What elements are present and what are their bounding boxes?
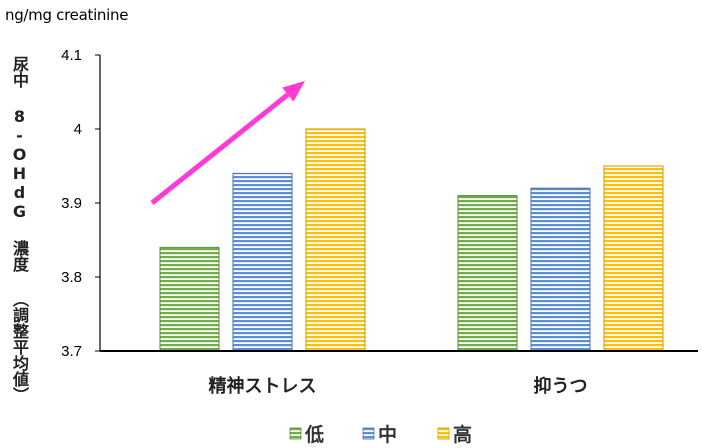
- legend-swatch: [289, 427, 302, 440]
- legend-swatch: [362, 427, 375, 440]
- bar-中-1: [530, 187, 591, 352]
- y-tick-label: 3.9: [61, 195, 82, 212]
- y-tick-label: 4: [74, 121, 82, 138]
- legend-label: 中: [378, 423, 397, 446]
- legend-label: 高: [453, 423, 472, 446]
- axes: 3.7 3.8 3.9 4 4.1 精神ストレス 抑うつ: [61, 47, 587, 397]
- x-tick-label: 抑うつ: [534, 376, 588, 397]
- unit-label: ng/mg creatinine: [5, 6, 129, 24]
- y-axis-label: 尿中 8-OHdG 濃度 （調整平均値）: [10, 56, 29, 403]
- bar-高-0: [305, 128, 366, 352]
- bar-低-1: [457, 195, 518, 352]
- bar-高-1: [603, 165, 664, 352]
- bar-低-0: [159, 246, 220, 352]
- y-tick-label: 3.8: [61, 269, 82, 286]
- x-tick-label: 精神ストレス: [209, 375, 317, 397]
- trend-arrow: [150, 80, 305, 205]
- legend: 低中高: [289, 423, 472, 446]
- bar-中-0: [232, 172, 293, 352]
- bars: [159, 128, 664, 352]
- y-tick-label: 3.7: [61, 343, 82, 360]
- legend-swatch: [437, 427, 450, 440]
- legend-label: 低: [304, 423, 324, 446]
- arrow-head: [282, 80, 305, 102]
- arrow-shaft: [150, 92, 290, 205]
- y-tick-label: 4.1: [61, 47, 82, 64]
